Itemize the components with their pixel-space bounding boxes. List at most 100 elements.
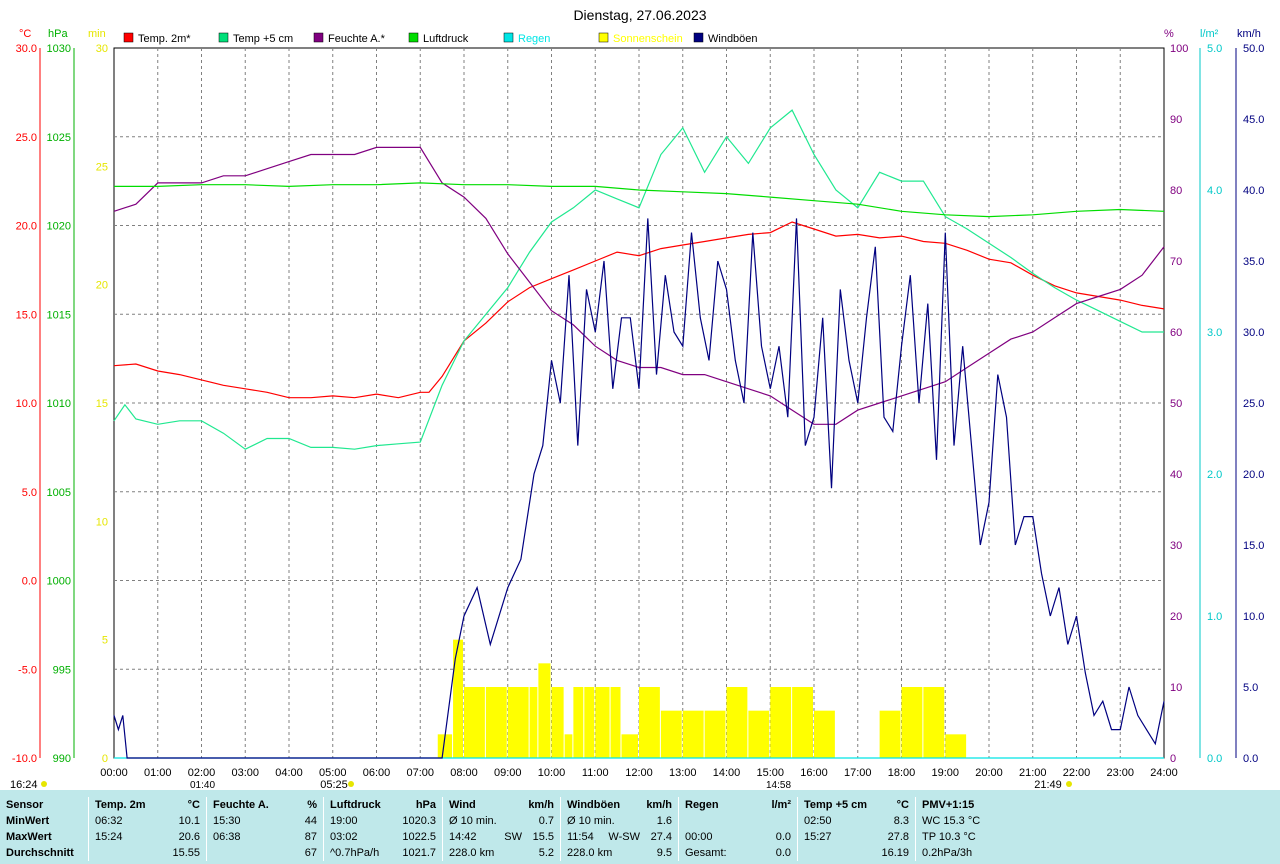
- legend-swatch: [503, 32, 514, 43]
- rain-tick-label: 5.0: [1207, 43, 1222, 55]
- sunshine-bar: [595, 687, 610, 758]
- legend-swatch: [218, 32, 229, 43]
- sunshine-bar: [584, 687, 595, 758]
- wind-tick-label: 20.0: [1243, 469, 1264, 481]
- time-tick-label: 08:00: [450, 767, 478, 779]
- time-tick-label: 02:00: [188, 767, 216, 779]
- time-tick-label: 01:00: [144, 767, 172, 779]
- humidity-tick-label: 50: [1170, 398, 1182, 410]
- stats-cell-value: 1020.3: [402, 815, 436, 827]
- stats-section-title: Regen: [685, 799, 719, 811]
- stats-section-unit: %: [307, 799, 317, 811]
- time-tick-label: 03:00: [231, 767, 259, 779]
- wind-tick-label: 40.0: [1243, 185, 1264, 197]
- humidity-tick-label: 70: [1170, 256, 1182, 268]
- sunshine-bar: [453, 639, 463, 758]
- humidity-tick-label: 20: [1170, 611, 1182, 623]
- sunshine-bars: [437, 639, 967, 758]
- time-tick-label: 22:00: [1063, 767, 1091, 779]
- sunshine-bar: [538, 663, 551, 758]
- sunset-icon: [1066, 781, 1072, 787]
- stats-section-title: Luftdruck: [330, 799, 381, 811]
- wind-tick-label: 10.0: [1243, 611, 1264, 623]
- stats-row-sensor: Sensor: [6, 799, 44, 811]
- time-tick-label: 10:00: [538, 767, 566, 779]
- stats-section-unit: °C: [896, 799, 909, 811]
- sunshine-tick-label: 0: [102, 753, 108, 765]
- stats-cell-time: Ø 10 min.: [567, 815, 615, 827]
- sunshine-bar: [901, 687, 923, 758]
- stats-cell-time: 228.0 km: [567, 847, 613, 859]
- temp-tick-label: 5.0: [22, 487, 37, 499]
- legend-swatch: [693, 32, 704, 43]
- stats-cell-value: 0.0: [775, 831, 791, 843]
- stats-cell-time: 02:50: [804, 815, 832, 827]
- sun-hours-label: 16:24: [10, 779, 38, 790]
- stats-cell-value: 27.4: [650, 831, 672, 843]
- humidity-tick-label: 0: [1170, 753, 1176, 765]
- temp-unit-label: °C: [19, 28, 31, 40]
- stats-cell-value: 87: [304, 831, 317, 843]
- stats-cell-time: WC 15.3 °C: [922, 815, 981, 827]
- legend-swatch: [408, 32, 419, 43]
- humidity-tick-label: 10: [1170, 682, 1182, 694]
- sunshine-bar: [748, 710, 770, 758]
- stats-cell-time: 228.0 km: [449, 847, 495, 859]
- rain-tick-label: 3.0: [1207, 327, 1222, 339]
- stats-cell-time: 06:38: [213, 831, 241, 843]
- wind-tick-label: 0.0: [1243, 753, 1258, 765]
- temp-tick-label: 20.0: [16, 221, 37, 233]
- stats-section: PMV+1:15 WC 15.3 °C TP 10.3 °C 0.2hPa/3h: [915, 797, 1036, 861]
- humidity-tick-label: 90: [1170, 114, 1182, 126]
- stats-cell-value: 0.0: [775, 847, 791, 859]
- legend-swatch: [313, 32, 324, 43]
- legend-label: Sonnenschein: [613, 33, 683, 45]
- sunshine-bar: [704, 710, 726, 758]
- stats-cell-time: ^0.7hPa/h: [330, 847, 380, 859]
- wind-unit-label: km/h: [1237, 28, 1261, 40]
- pressure-tick-label: 1020: [47, 221, 71, 233]
- legend-label: Feuchte A.*: [328, 33, 386, 45]
- stats-section-title: Windböen: [567, 799, 621, 811]
- humidity-tick-label: 60: [1170, 327, 1182, 339]
- temp-min-marker-label: 01:40: [190, 780, 215, 790]
- time-tick-label: 20:00: [975, 767, 1003, 779]
- wind-tick-label: 15.0: [1243, 540, 1264, 552]
- stats-section-unit: l/m²: [771, 799, 791, 811]
- legend-swatch: [123, 32, 134, 43]
- event-markers: 16:24 05:25 21:49 01:40 14:58: [10, 779, 1072, 790]
- statistics-panel: Sensor MinWert MaxWert Durchschnitt Temp…: [0, 790, 1280, 864]
- stats-section-unit: km/h: [528, 799, 554, 811]
- wind-tick-label: 30.0: [1243, 327, 1264, 339]
- stats-section-unit: hPa: [415, 799, 436, 811]
- stats-cell-value: 9.5: [656, 847, 672, 859]
- stats-cell-value: 27.8: [887, 831, 909, 843]
- series-lines: [113, 109, 1165, 759]
- stats-cell-value: 1.6: [656, 815, 672, 827]
- series-line: [113, 221, 1165, 399]
- sunshine-bar: [485, 687, 507, 758]
- stats-cell-time: Gesamt:: [685, 847, 727, 859]
- stats-section-unit: °C: [187, 799, 200, 811]
- temp-tick-label: 0.0: [22, 576, 37, 588]
- wind-tick-label: 45.0: [1243, 114, 1264, 126]
- sunshine-tick-label: 20: [96, 280, 108, 292]
- legend-label: Windböen: [708, 33, 758, 45]
- stats-cell-value: 10.1: [178, 815, 200, 827]
- time-axis: 00:00 01:00 02:00 03:00 04:00 05:00 06:00 07:00…: [100, 767, 1178, 779]
- stats-cell-time: 15:27: [804, 831, 832, 843]
- time-tick-label: 18:00: [888, 767, 916, 779]
- stats-cell-dir: W-SW: [608, 831, 640, 843]
- sunshine-bar: [464, 687, 485, 758]
- legend-label: Temp. 2m*: [138, 33, 191, 45]
- sunshine-tick-label: 25: [96, 161, 108, 173]
- humidity-unit-label: %: [1164, 28, 1174, 40]
- sunshine-unit-label: min: [88, 28, 106, 40]
- pressure-tick-label: 1030: [47, 43, 71, 55]
- stats-section: Wind km/h Ø 10 min. 0.7 14:42 SW 15.5 228.0 km 5…: [442, 797, 560, 861]
- temp-tick-label: 25.0: [16, 132, 37, 144]
- axis-unit-labels: °C hPa min% l/m² km/h: [19, 28, 1261, 40]
- stats-section: Temp. 2m °C 06:32 10.1 15:24 20.6 15.55: [88, 797, 206, 861]
- series-line: [113, 218, 1165, 759]
